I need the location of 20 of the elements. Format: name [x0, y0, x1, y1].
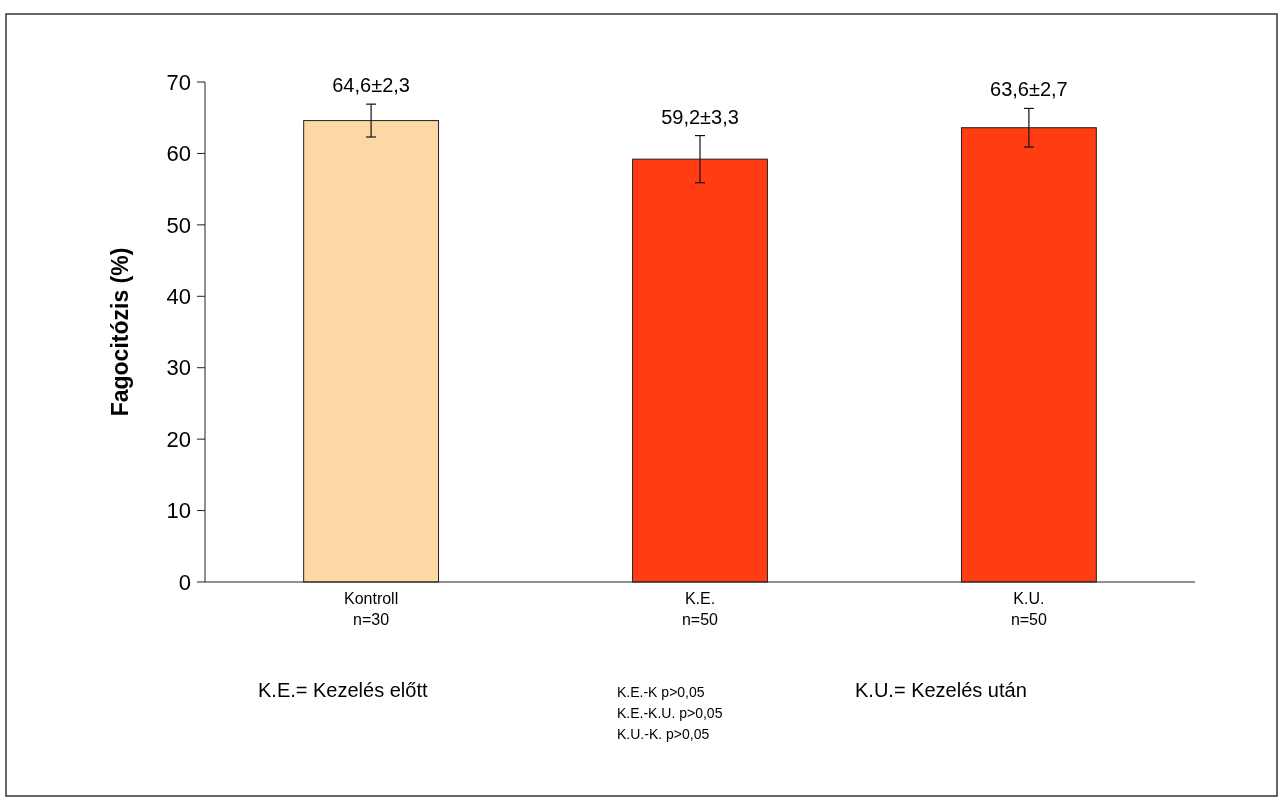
data-label: 64,6±2,3 [332, 74, 410, 97]
y-tick-label: 0 [178, 569, 191, 595]
y-tick-label: 30 [166, 355, 191, 381]
y-tick-label: 70 [166, 69, 191, 95]
data-label: 63,6±2,7 [990, 78, 1068, 101]
y-tick-label: 10 [166, 498, 191, 524]
y-axis-title: Fagocitózis (%) [107, 247, 133, 417]
data-label: 59,2±3,3 [661, 105, 739, 128]
text: K.U.= Kezelés után [855, 679, 1027, 701]
x-tick-label: K.U. n=50 [1010, 590, 1048, 628]
text: K.E.-K.U. p>0,05 [617, 705, 723, 721]
text: K.E.= Kezelés előtt [258, 679, 428, 701]
y-tick-label: 50 [166, 212, 191, 238]
y-tick-label: 40 [166, 283, 191, 309]
y-tick-label: 60 [166, 141, 191, 167]
y-tick-label: 20 [166, 426, 191, 452]
x-tick-label: K.E. n=50 [681, 590, 719, 628]
text: K.E.-K p>0,05 [617, 684, 705, 700]
text: K.U.-K. p>0,05 [617, 726, 710, 742]
x-tick-label: Kontroll n=30 [343, 590, 399, 628]
